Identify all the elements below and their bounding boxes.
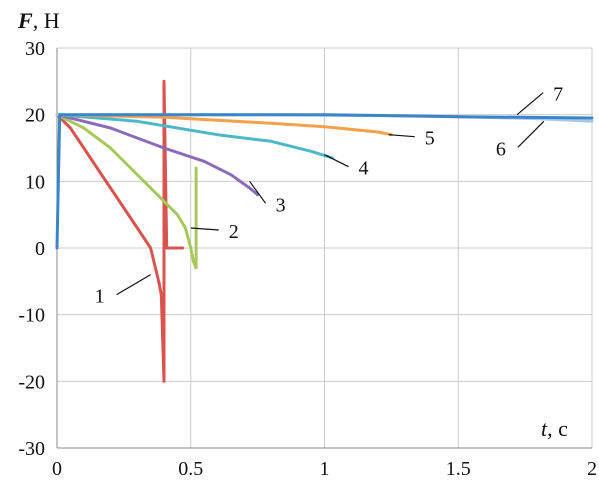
series-line-7 [55, 113, 594, 250]
y-tick-label: 0 [35, 238, 45, 260]
x-axis-unit: , с [547, 416, 568, 441]
series-line-1 [55, 79, 185, 383]
x-tick-label: 0 [52, 458, 62, 480]
x-tick-label: 1.5 [446, 458, 471, 480]
curve-label-4: 4 [359, 158, 369, 180]
curve-label-2: 2 [229, 221, 239, 243]
leader-line-1 [116, 274, 151, 296]
tick-labels: 0 0.5 1 1.5 2 -30 -20 -10 0 10 20 30 [18, 38, 597, 480]
x-axis-symbol: t [541, 416, 548, 441]
series-line-5 [55, 113, 393, 137]
x-axis-label: t, с [541, 416, 568, 441]
y-axis-unit: , Н [33, 8, 60, 33]
leader-line-4 [324, 154, 349, 168]
series-line-4 [55, 113, 334, 160]
y-tick-label: -30 [18, 438, 45, 460]
y-tick-label: 30 [25, 38, 45, 60]
x-tick-label: 1 [320, 458, 330, 480]
curve-label-3: 3 [276, 194, 286, 216]
leader-line-2 [190, 227, 219, 231]
series-line-2 [55, 113, 198, 270]
y-tick-label: -10 [18, 305, 45, 327]
y-tick-label: 20 [25, 105, 45, 127]
y-tick-label: 10 [25, 171, 45, 193]
curve-label-6: 6 [496, 138, 506, 160]
y-axis-label: F, Н [17, 8, 60, 33]
leader-line-3 [249, 180, 267, 204]
y-axis-symbol: F [17, 8, 33, 33]
curve-labels: 1 2 3 4 5 6 7 [95, 84, 563, 308]
series-lines [55, 79, 594, 383]
series-line-3 [55, 113, 260, 197]
curve-label-1: 1 [95, 286, 105, 308]
leader-line-6 [517, 120, 545, 148]
y-tick-label: -20 [18, 371, 45, 393]
curve-label-5: 5 [425, 128, 435, 150]
curve-label-7: 7 [553, 84, 563, 106]
leader-line-5 [388, 134, 415, 138]
grid [57, 47, 593, 449]
x-tick-label: 0.5 [178, 458, 203, 480]
x-tick-label: 2 [587, 458, 597, 480]
leader-line-7 [516, 92, 544, 116]
